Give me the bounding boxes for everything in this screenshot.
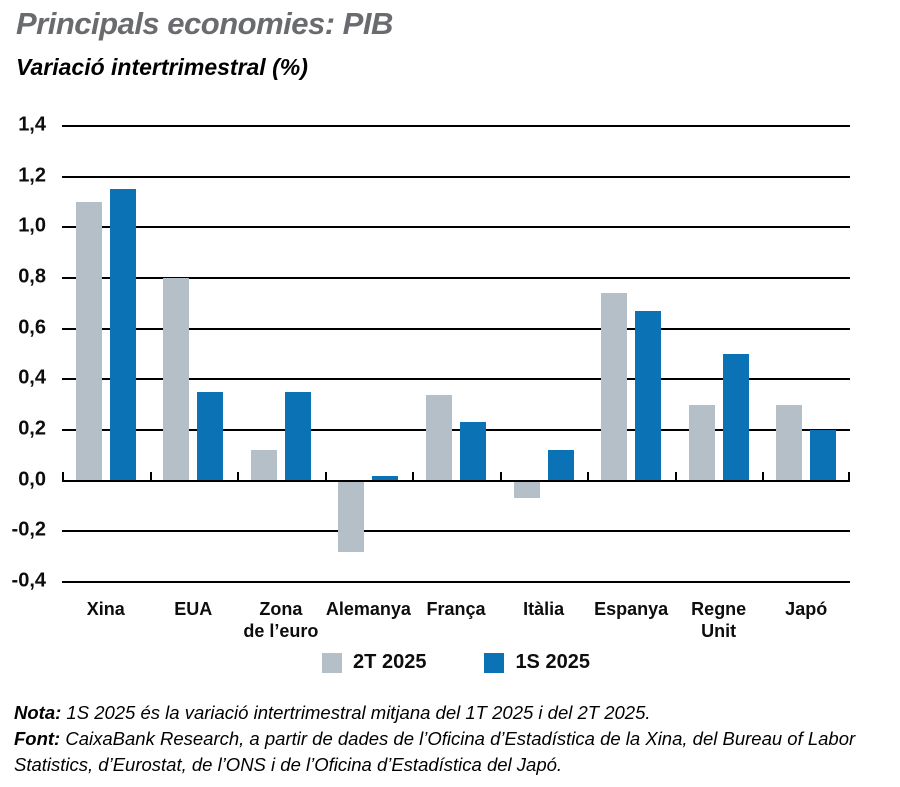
gridline [62,327,850,330]
y-axis-label: -0,2 [11,518,46,541]
axis-tick [499,471,502,481]
bar [284,392,311,481]
bar [109,189,136,481]
source-line: Font: CaixaBank Research, a partir de da… [14,726,882,778]
bar [688,404,715,481]
footnotes: Nota: 1S 2025 és la variació intertrimes… [14,700,882,778]
y-axis-label: 0,0 [18,468,46,491]
legend-swatch [484,652,505,673]
gridline [62,175,850,178]
y-axis-label: 1,2 [18,164,46,187]
axis-tick [848,471,850,481]
gridline [62,429,850,431]
source-label: Font: [14,728,61,749]
x-axis-line [62,479,850,482]
gridline [62,378,850,381]
legend-label: 1S 2025 [515,651,590,673]
note-label: Nota: [14,702,62,723]
y-axis-label: 1,0 [18,214,46,237]
y-axis-label: 0,8 [18,265,46,288]
bar [75,202,102,481]
x-axis-label: França [426,599,486,619]
axis-tick [62,471,64,481]
x-axis-label: Regne Unit [691,599,747,641]
bar [810,430,837,481]
y-axis-label: 0,4 [18,366,46,389]
gridline [62,125,850,127]
legend-swatch [322,652,343,673]
axis-tick [237,471,240,481]
gridline [62,530,850,533]
bar [547,450,574,481]
axis-tick [149,471,152,481]
y-axis-label: 0,6 [18,316,46,339]
x-axis-label: Itàlia [523,599,565,619]
x-axis-label: Alemanya [325,599,411,619]
x-axis-label: Japó [785,599,828,619]
note-line: Nota: 1S 2025 és la variació intertrimes… [14,700,882,726]
y-axis-label: 0,2 [18,417,46,440]
page-subtitle: Variació intertrimestral (%) [16,54,308,80]
y-axis-label: 1,4 [18,113,46,136]
gridline [62,581,850,583]
bar [372,475,399,481]
bar [426,394,452,481]
x-axis-label: Xina [86,599,125,619]
axis-tick [762,471,765,481]
axis-tick [324,471,327,481]
bar [250,450,277,481]
bar [635,310,662,481]
page-title: Principals economies: PIB [16,6,393,41]
axis-tick [412,471,415,481]
bar [338,481,365,552]
bar [460,422,486,481]
bar [197,392,224,481]
axis-tick [587,471,590,481]
legend-label: 2T 2025 [353,651,427,673]
gridline [62,277,850,279]
x-axis-label: Espanya [594,599,669,619]
axis-tick [674,471,677,481]
bar [163,278,190,481]
y-axis-label: -0,4 [11,569,46,592]
gridline [62,226,850,229]
bar [722,354,749,481]
note-text: 1S 2025 és la variació intertrimestral m… [61,702,651,723]
source-text: CaixaBank Research, a partir de dades de… [14,728,856,775]
bar [513,481,540,499]
x-axis-label: Zona de l’euro [243,599,319,641]
legend-item: 2T 2025 [322,651,426,674]
bar [776,404,803,481]
x-axis-label: EUA [174,599,213,619]
chart-legend: 2T 2025 1S 2025 [62,651,850,674]
legend-item: 1S 2025 [484,651,590,674]
bar [601,293,628,481]
